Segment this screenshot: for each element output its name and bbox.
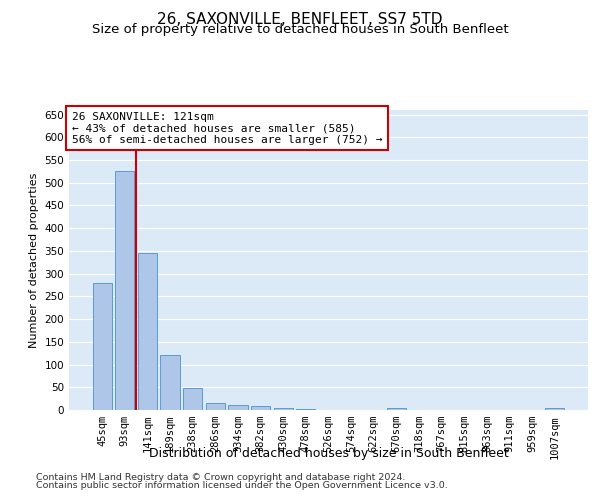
Bar: [387, 408, 406, 410]
Text: 26, SAXONVILLE, BENFLEET, SS7 5TD: 26, SAXONVILLE, BENFLEET, SS7 5TD: [157, 12, 443, 28]
Bar: [138, 253, 157, 410]
Text: Size of property relative to detached houses in South Benfleet: Size of property relative to detached ho…: [92, 22, 508, 36]
Text: Contains public sector information licensed under the Open Government Licence v3: Contains public sector information licen…: [36, 481, 448, 490]
Text: Contains HM Land Registry data © Crown copyright and database right 2024.: Contains HM Land Registry data © Crown c…: [36, 472, 406, 482]
Bar: [160, 354, 180, 410]
Text: 26 SAXONVILLE: 121sqm
← 43% of detached houses are smaller (585)
56% of semi-det: 26 SAXONVILLE: 121sqm ← 43% of detached …: [71, 112, 382, 144]
Bar: [92, 282, 112, 410]
Bar: [183, 388, 202, 410]
Y-axis label: Number of detached properties: Number of detached properties: [29, 172, 39, 348]
Bar: [229, 406, 248, 410]
Text: Distribution of detached houses by size in South Benfleet: Distribution of detached houses by size …: [149, 448, 509, 460]
Bar: [115, 172, 134, 410]
Bar: [274, 408, 293, 410]
Bar: [206, 402, 225, 410]
Bar: [296, 408, 316, 410]
Bar: [251, 406, 270, 410]
Bar: [545, 408, 565, 410]
